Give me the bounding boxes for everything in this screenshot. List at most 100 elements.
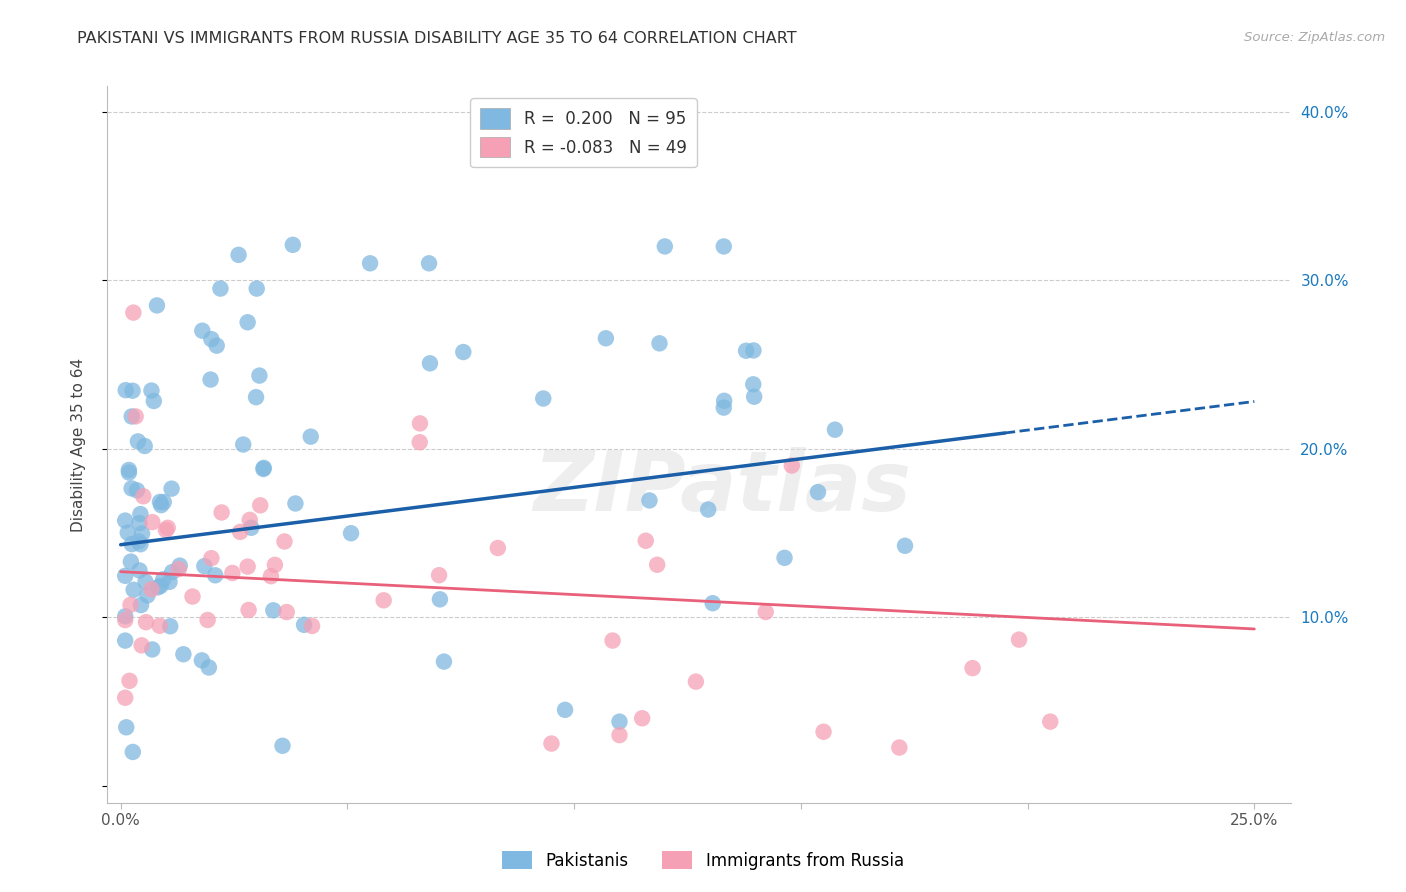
Point <box>531 392 554 406</box>
Point <box>609 714 631 729</box>
Point <box>160 482 183 496</box>
Point <box>129 507 152 521</box>
Point <box>735 343 758 358</box>
Point <box>260 569 283 583</box>
Point <box>114 633 136 648</box>
Point <box>114 609 136 624</box>
Point <box>132 489 155 503</box>
Point <box>114 613 136 627</box>
Point <box>191 653 214 667</box>
Point <box>813 724 835 739</box>
Point <box>135 615 157 630</box>
Point <box>409 435 432 450</box>
Point <box>595 331 617 345</box>
Point <box>433 655 456 669</box>
Point <box>131 526 153 541</box>
Point <box>229 524 252 539</box>
Point <box>156 521 179 535</box>
Point <box>238 603 260 617</box>
Point <box>262 603 284 617</box>
Point <box>209 282 232 296</box>
Point <box>211 506 233 520</box>
Point <box>239 513 262 527</box>
Point <box>114 569 136 583</box>
Legend: R =  0.200   N = 95, R = -0.083   N = 49: R = 0.200 N = 95, R = -0.083 N = 49 <box>471 98 696 168</box>
Point <box>713 239 735 253</box>
Point <box>120 555 142 569</box>
Point <box>780 458 803 473</box>
Point <box>121 482 143 496</box>
Y-axis label: Disability Age 35 to 64: Disability Age 35 to 64 <box>72 358 86 532</box>
Point <box>245 390 267 404</box>
Point <box>281 237 304 252</box>
Point <box>134 574 156 589</box>
Point <box>648 336 671 351</box>
Point <box>742 343 765 358</box>
Point <box>276 605 298 619</box>
Point <box>121 409 143 424</box>
Point <box>807 485 830 500</box>
Point <box>114 383 136 397</box>
Point <box>638 493 661 508</box>
Point <box>373 593 395 607</box>
Point <box>146 298 169 312</box>
Point <box>299 430 322 444</box>
Point <box>128 516 150 530</box>
Point <box>141 515 163 529</box>
Point <box>713 401 735 415</box>
Legend: Pakistanis, Immigrants from Russia: Pakistanis, Immigrants from Russia <box>496 845 910 877</box>
Text: PAKISTANI VS IMMIGRANTS FROM RUSSIA DISABILITY AGE 35 TO 64 CORRELATION CHART: PAKISTANI VS IMMIGRANTS FROM RUSSIA DISA… <box>77 31 797 46</box>
Point <box>128 534 150 549</box>
Point <box>889 740 911 755</box>
Point <box>121 537 143 551</box>
Point <box>240 521 263 535</box>
Point <box>249 499 271 513</box>
Point <box>228 248 250 262</box>
Point <box>134 439 156 453</box>
Point <box>118 466 141 480</box>
Point <box>645 558 668 572</box>
Point <box>204 568 226 582</box>
Point <box>197 613 219 627</box>
Text: Source: ZipAtlas.com: Source: ZipAtlas.com <box>1244 31 1385 45</box>
Point <box>150 498 173 512</box>
Point <box>131 639 153 653</box>
Point <box>284 496 307 510</box>
Point <box>252 462 274 476</box>
Point <box>124 409 146 424</box>
Point <box>654 239 676 253</box>
Point <box>142 394 165 409</box>
Point <box>609 728 631 742</box>
Point <box>271 739 294 753</box>
Point <box>146 581 169 595</box>
Point <box>127 434 149 449</box>
Point <box>232 437 254 451</box>
Point <box>121 745 143 759</box>
Point <box>631 711 654 725</box>
Point <box>540 737 562 751</box>
Point <box>359 256 381 270</box>
Point <box>191 324 214 338</box>
Point <box>236 559 259 574</box>
Point <box>136 588 159 602</box>
Point <box>122 582 145 597</box>
Point <box>121 384 143 398</box>
Point <box>114 690 136 705</box>
Point <box>713 393 735 408</box>
Point <box>264 558 287 572</box>
Point <box>1039 714 1062 729</box>
Point <box>125 483 148 498</box>
Point <box>129 537 152 551</box>
Point <box>755 605 778 619</box>
Point <box>429 592 451 607</box>
Point <box>685 674 707 689</box>
Point <box>453 345 475 359</box>
Point <box>114 514 136 528</box>
Point <box>128 564 150 578</box>
Point <box>409 417 432 431</box>
Point <box>221 566 243 580</box>
Point <box>418 256 440 270</box>
Point <box>181 590 204 604</box>
Point <box>236 315 259 329</box>
Point <box>1008 632 1031 647</box>
